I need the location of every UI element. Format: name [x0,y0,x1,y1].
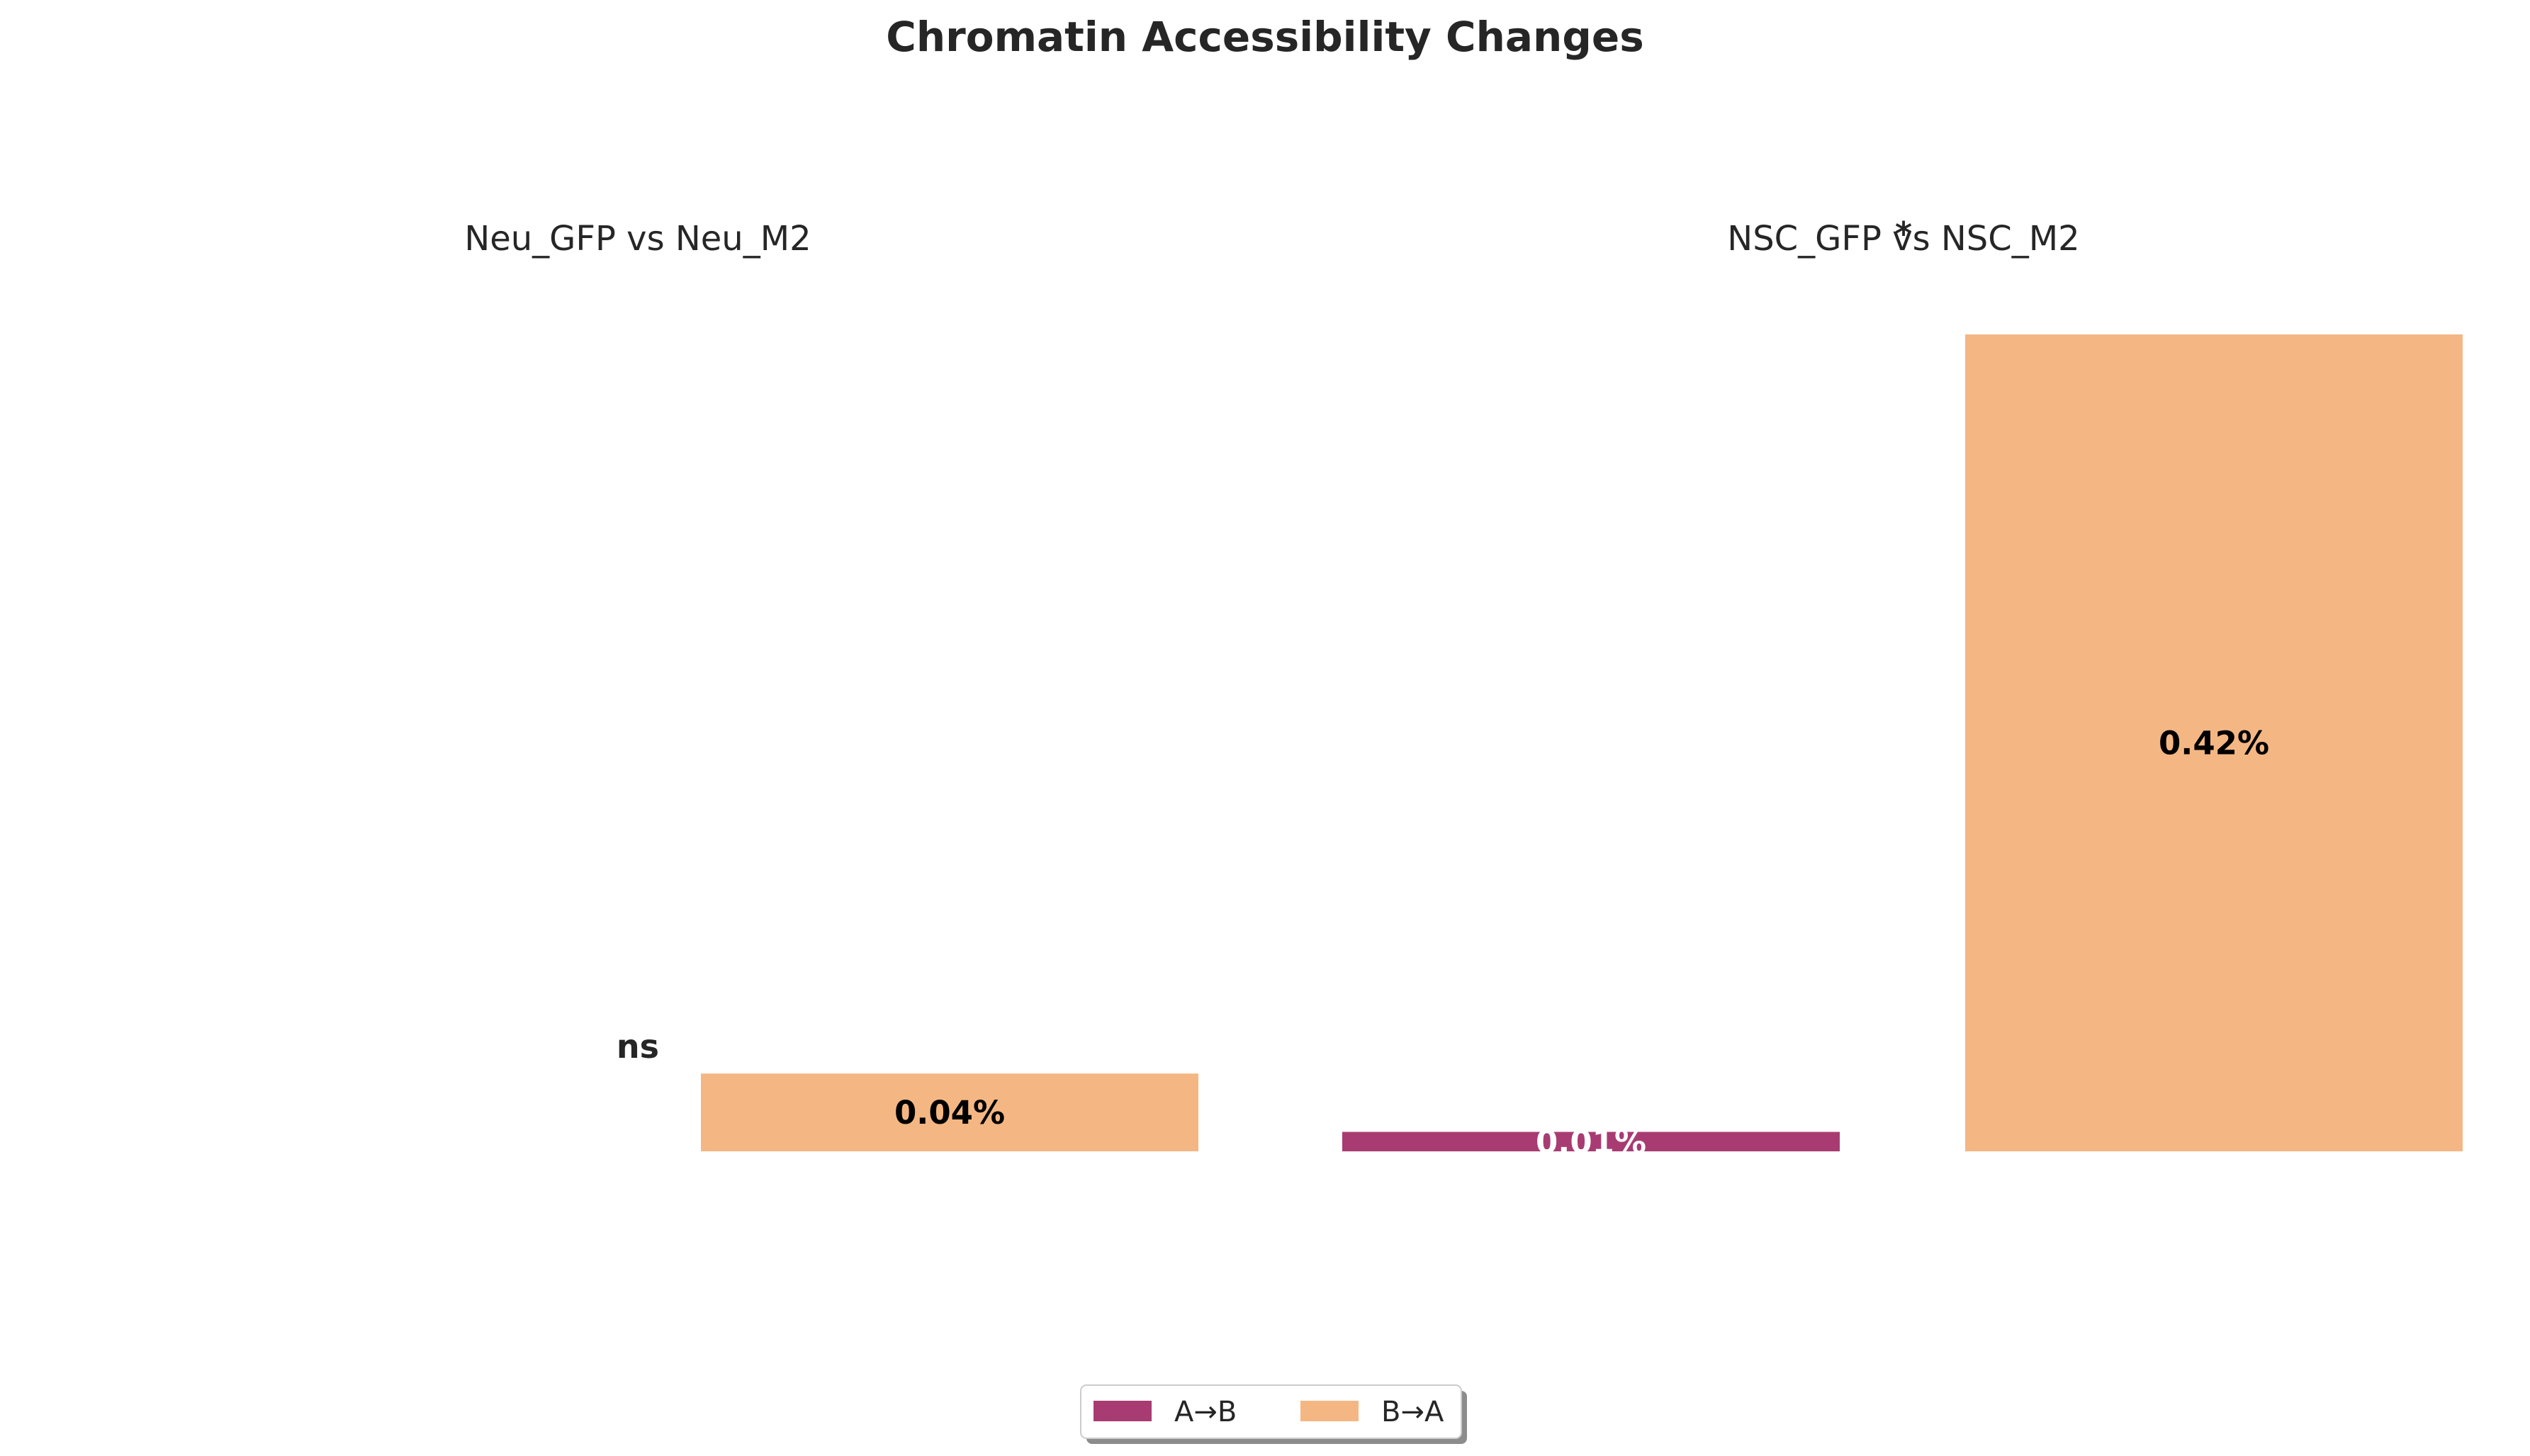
legend: A→B B→A [1080,1384,1467,1444]
panel-neu: Neu_GFP vs Neu_M2 0.04% ns [464,219,1198,1151]
panel-title-nsc: NSC_GFP vs NSC_M2 [1727,219,2079,259]
legend-box [1080,1384,1462,1439]
bars-neu: 0.04% [701,1073,1198,1151]
bar-b-to-a-panel-1 [1965,334,2463,1151]
panel-title-neu: Neu_GFP vs Neu_M2 [464,219,811,259]
bar-value-label-b-to-a-panel-1: 0.42% [2159,725,2269,762]
bar-a-to-b-panel-1 [1342,1131,1840,1151]
legend-label-b-to-a: B→A [1381,1396,1444,1428]
bars-nsc: 0.01% 0.42% [1342,334,2463,1161]
chart-title: Chromatin Accessibility Changes [886,13,1643,61]
legend-swatch-a-to-b [1093,1401,1152,1421]
legend-swatch-b-to-a [1300,1401,1359,1421]
bar-b-to-a-panel-0 [701,1073,1198,1151]
legend-label-a-to-b: A→B [1174,1396,1237,1428]
significance-label-neu: ns [617,1027,659,1066]
bar-value-label-a-to-b-panel-1: 0.01% [1536,1123,1646,1161]
significance-marker-nsc: * [1895,215,1912,253]
panel-nsc: NSC_GFP vs NSC_M2 * 0.01% 0.42% [1342,215,2463,1161]
bar-value-label-b-to-a-panel-0: 0.04% [894,1094,1005,1131]
